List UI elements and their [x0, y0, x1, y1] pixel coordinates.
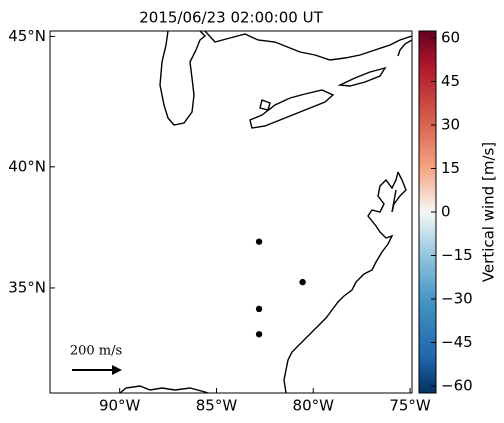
- x-tick-label: 85°W: [196, 397, 238, 415]
- colorbar-tick-label: −60: [441, 377, 473, 395]
- colorbar-tick-label: −30: [441, 290, 473, 308]
- colorbar-tick-label: −15: [441, 246, 473, 264]
- y-tick-label: 35°N: [8, 278, 46, 296]
- site-point: [255, 331, 263, 338]
- site-point: [299, 278, 306, 286]
- x-tick-label: 90°W: [99, 397, 141, 415]
- colorbar-tick-label: 60: [441, 28, 460, 46]
- colorbar-label: Vertical wind [m/s]: [480, 142, 498, 282]
- colorbar-tick-label: 15: [441, 159, 460, 177]
- scale-label: 200 m/s: [70, 344, 122, 359]
- scale-arrow-head: [112, 365, 122, 375]
- colorbar-tick-label: −45: [441, 333, 473, 351]
- y-tick-label: 40°N: [8, 157, 46, 175]
- site-point: [255, 305, 263, 313]
- coastlines: [119, 31, 412, 393]
- x-tick-label: 80°W: [293, 397, 335, 415]
- colorbar-tick-label: 45: [441, 72, 460, 90]
- x-tick-label: 75°W: [389, 397, 431, 415]
- colorbar-tick-label: 30: [441, 115, 460, 133]
- colorbar-tick-label: 0: [441, 203, 451, 221]
- site-point: [255, 238, 263, 245]
- plot-frame: [49, 30, 413, 394]
- y-tick-label: 45°N: [8, 27, 46, 45]
- chart-title: 2015/06/23 02:00:00 UT: [139, 9, 323, 27]
